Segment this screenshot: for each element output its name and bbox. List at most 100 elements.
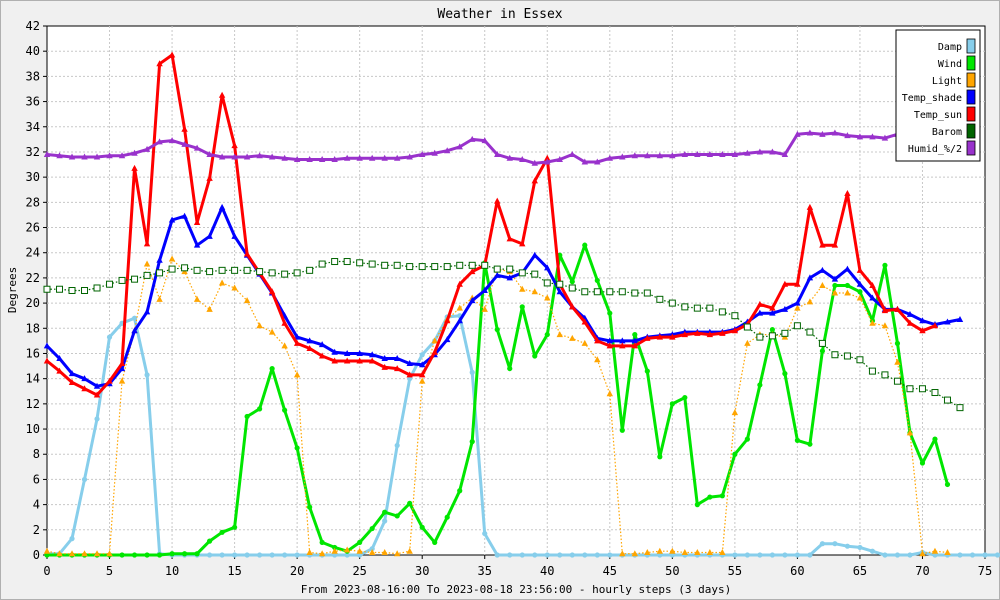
legend-label: Temp_shade [902, 93, 962, 104]
series-wind [44, 242, 951, 558]
data-point [218, 279, 226, 286]
data-point [731, 327, 739, 334]
data-point [544, 264, 551, 271]
data-point [232, 552, 238, 558]
data-point [769, 326, 775, 333]
legend-label: Light [932, 76, 962, 87]
legend-label: Temp_sun [914, 110, 962, 121]
data-point [706, 548, 714, 555]
data-point [518, 269, 526, 277]
data-point [757, 382, 763, 388]
data-point [669, 401, 675, 407]
data-point [143, 145, 151, 152]
data-point [368, 351, 376, 358]
data-point [168, 216, 176, 223]
data-point [919, 460, 926, 466]
data-point [781, 329, 789, 337]
data-point [782, 371, 788, 377]
data-point [344, 552, 350, 558]
data-point [393, 355, 401, 362]
data-point [694, 329, 701, 336]
data-point [644, 368, 650, 374]
data-point [807, 552, 813, 558]
data-point [331, 357, 338, 364]
data-point [93, 391, 101, 398]
data-point [406, 371, 413, 378]
data-point [643, 289, 651, 297]
data-point [594, 356, 601, 363]
data-point [919, 327, 926, 334]
data-point [131, 327, 138, 334]
data-point [106, 550, 113, 557]
data-point [906, 429, 914, 436]
plot-area [46, 25, 986, 556]
data-point [819, 348, 826, 354]
data-point [819, 281, 826, 288]
data-point [43, 285, 51, 293]
y-tick-label: 18 [26, 321, 40, 335]
data-point [857, 289, 863, 295]
data-point [356, 349, 363, 356]
data-point [406, 263, 414, 271]
data-point [507, 365, 513, 372]
data-point [131, 149, 138, 156]
data-point [706, 331, 714, 338]
data-point [619, 337, 626, 344]
data-point [106, 280, 114, 288]
data-point [932, 436, 938, 442]
data-point [243, 153, 251, 160]
data-point [181, 140, 188, 147]
data-point [393, 365, 401, 372]
data-point [794, 552, 801, 558]
data-point [668, 299, 676, 307]
data-point [844, 132, 851, 139]
data-point [894, 305, 901, 312]
legend-label: Humid_%/2 [908, 144, 962, 155]
data-point [594, 158, 601, 165]
data-point [419, 150, 426, 157]
data-point [807, 441, 813, 447]
data-point [632, 331, 638, 338]
data-point [469, 369, 475, 375]
y-tick-label: 10 [26, 422, 40, 436]
x-tick-label: 35 [478, 564, 492, 578]
data-point [393, 550, 401, 557]
legend-label: Wind [938, 59, 962, 70]
data-point [894, 358, 901, 365]
data-point [544, 154, 551, 161]
data-point [869, 281, 876, 288]
data-point [444, 147, 451, 154]
data-point [106, 334, 113, 340]
data-point [769, 309, 776, 316]
legend-box [895, 29, 981, 162]
data-point [594, 337, 601, 344]
data-point [794, 280, 801, 287]
data-point [793, 322, 801, 330]
data-point [168, 51, 176, 58]
data-point [81, 476, 88, 483]
data-point [94, 416, 100, 422]
data-point [719, 493, 725, 499]
y-tick-label: 30 [26, 170, 40, 184]
legend-swatch [966, 72, 976, 88]
legend: Damp Wind Light Temp_shade Temp_sun Barom Humi… [895, 29, 981, 162]
data-point [232, 524, 238, 530]
data-point [832, 541, 838, 547]
data-point [531, 159, 538, 166]
data-point [744, 339, 751, 346]
data-point [532, 552, 538, 558]
data-point [331, 258, 339, 266]
data-point [168, 255, 176, 262]
data-point [569, 334, 576, 341]
data-point [306, 337, 313, 344]
data-point [493, 265, 501, 273]
data-point [944, 481, 951, 488]
x-tick-label: 5 [106, 564, 113, 578]
data-point [681, 548, 689, 555]
data-point [956, 315, 964, 322]
data-point [407, 500, 413, 506]
data-point [43, 357, 51, 364]
data-point [343, 349, 351, 356]
data-point [594, 277, 600, 284]
